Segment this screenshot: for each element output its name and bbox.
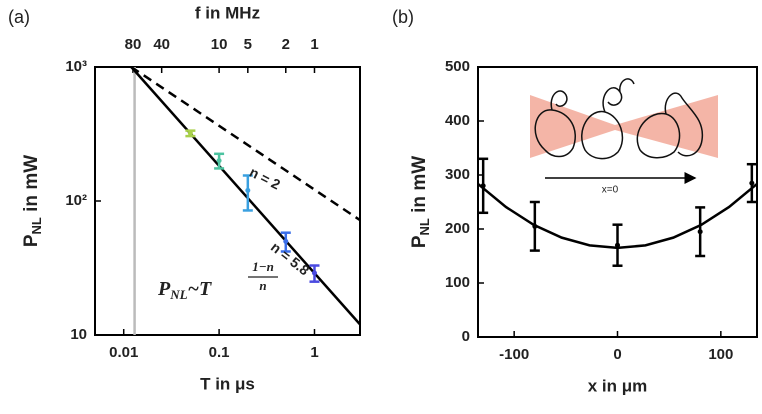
point — [480, 183, 486, 189]
x2-tick-label: 1 — [310, 36, 318, 53]
x-tick-label: 1 — [310, 344, 318, 361]
x-axis-label: T in μs — [200, 374, 255, 393]
y-tick-label: 500 — [445, 58, 470, 75]
beam — [530, 95, 718, 158]
x-tick-label: -100 — [499, 346, 529, 363]
y-axis-label: PNL in mW — [409, 156, 432, 248]
x2-tick-label: 80 — [125, 36, 142, 53]
point — [615, 242, 620, 248]
point — [749, 180, 755, 186]
chain — [534, 78, 704, 160]
line — [130, 65, 361, 222]
x-tick-label: 0.1 — [209, 344, 230, 361]
x2-axis-label: f in MHz — [195, 3, 260, 22]
y-axis-label-part: NL — [29, 217, 44, 234]
y-axis-label: PNL in mW — [21, 155, 44, 247]
formula-part: P — [157, 278, 171, 300]
point — [187, 130, 193, 136]
y-tick-label: 300 — [445, 166, 470, 183]
y-tick-label: 10² — [65, 192, 87, 209]
x2-tick-label: 10 — [211, 36, 228, 53]
point — [311, 270, 317, 276]
point — [532, 223, 538, 229]
formula-part: NL — [169, 287, 187, 302]
formula-num: 1−n — [252, 259, 274, 274]
y-tick-label: 10³ — [65, 58, 87, 75]
formula-part: ~T — [188, 278, 212, 300]
inset-label: x=0 — [602, 185, 619, 196]
x2-tick-label: 5 — [244, 36, 252, 53]
y-tick-label: 10 — [70, 326, 87, 343]
y-tick-label: 100 — [445, 274, 470, 291]
y-axis-label-part: NL — [417, 218, 432, 235]
error-bar — [242, 174, 253, 212]
panel-label: (a) — [8, 7, 30, 27]
point — [283, 238, 289, 244]
y-tick-label: 0 — [462, 328, 470, 345]
x-tick-label: 0 — [613, 346, 621, 363]
formula: PNL~T — [157, 278, 212, 302]
point — [697, 229, 703, 235]
y-axis-label-part: P — [409, 235, 430, 248]
point — [216, 158, 222, 164]
line — [130, 66, 361, 326]
point — [245, 187, 251, 193]
y-axis-label-part: P — [21, 234, 42, 247]
y-axis-label-part: in mW — [409, 156, 430, 218]
x-tick-label: 0.01 — [109, 344, 138, 361]
x2-tick-label: 40 — [153, 36, 170, 53]
y-tick-label: 200 — [445, 220, 470, 237]
inset: x=0 — [530, 78, 718, 196]
y-tick-label: 400 — [445, 112, 470, 129]
annotation: n = 2 — [247, 164, 283, 193]
x-axis-label: x in μm — [588, 376, 648, 395]
formula-den: n — [259, 278, 266, 293]
x-tick-label: 100 — [708, 346, 733, 363]
panel-label: (b) — [392, 7, 414, 27]
y-axis-label-part: in mW — [21, 155, 42, 217]
x2-tick-label: 2 — [282, 36, 290, 53]
